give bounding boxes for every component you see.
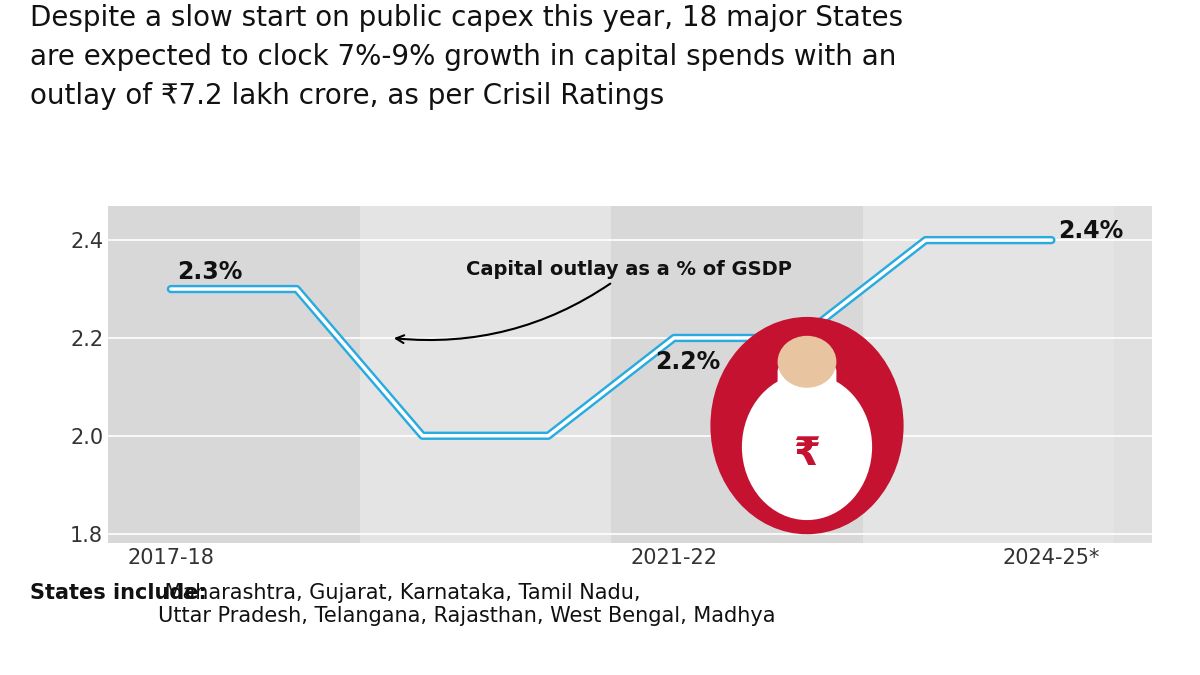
- Text: 2.4%: 2.4%: [1057, 219, 1123, 242]
- Text: 2.3%: 2.3%: [178, 260, 242, 284]
- Text: States include:: States include:: [30, 583, 206, 603]
- Bar: [108, 206, 360, 543]
- Bar: [360, 206, 611, 543]
- Ellipse shape: [778, 336, 836, 388]
- Ellipse shape: [742, 374, 872, 520]
- Text: ₹: ₹: [793, 435, 821, 473]
- Text: Despite a slow start on public capex this year, 18 major States
are expected to : Despite a slow start on public capex thi…: [30, 4, 904, 110]
- Text: Capital outlay as a % of GSDP: Capital outlay as a % of GSDP: [396, 261, 792, 343]
- Text: Maharashtra, Gujarat, Karnataka, Tamil Nadu,
Uttar Pradesh, Telangana, Rajasthan: Maharashtra, Gujarat, Karnataka, Tamil N…: [158, 583, 776, 626]
- FancyBboxPatch shape: [778, 367, 836, 400]
- Bar: [863, 206, 1115, 543]
- Bar: [611, 206, 863, 543]
- Text: 2.2%: 2.2%: [655, 350, 720, 374]
- Ellipse shape: [710, 317, 904, 535]
